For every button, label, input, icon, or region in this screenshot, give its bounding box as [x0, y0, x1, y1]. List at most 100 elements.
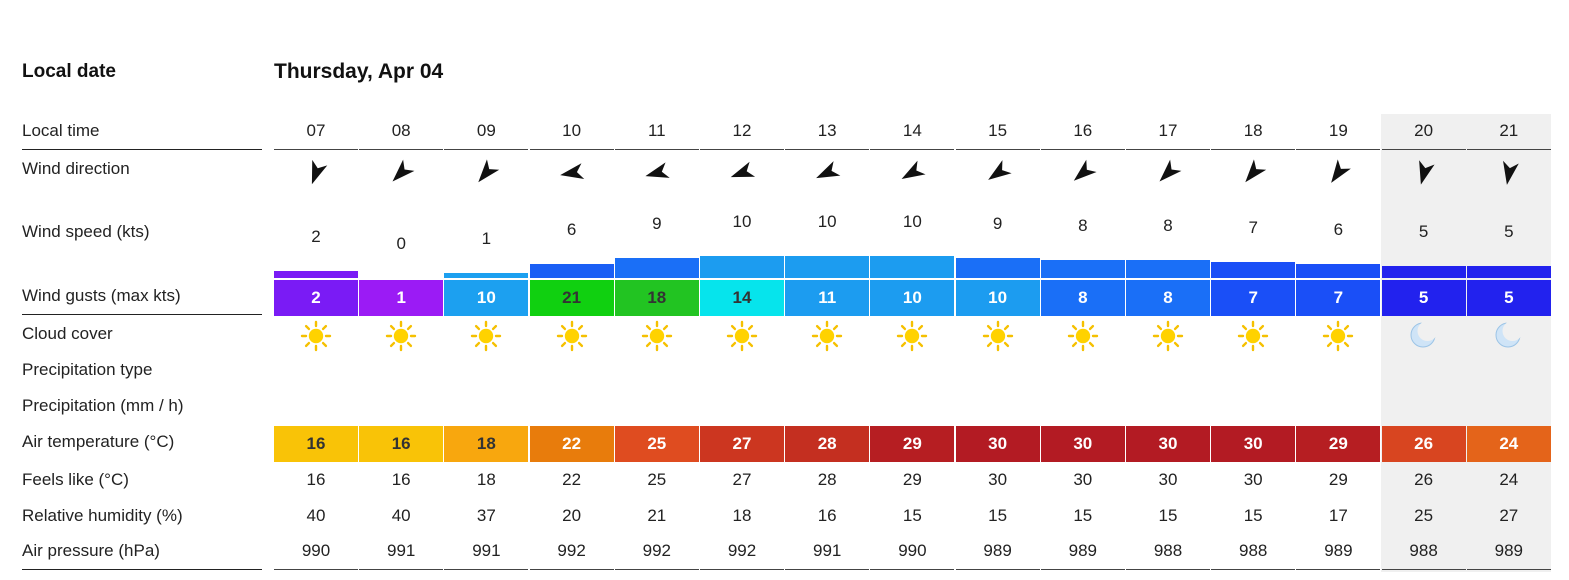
pressure-value: 988: [1239, 541, 1268, 560]
label-divider: [22, 569, 262, 570]
wind-arrow-icon: [897, 158, 927, 188]
wind-gust-cell: 14: [700, 280, 784, 316]
time-divider: [785, 149, 870, 150]
wind-gust-cell: 7: [1296, 280, 1381, 316]
wind-arrow-icon: [1238, 158, 1268, 188]
wind-arrow-icon: [1068, 158, 1098, 188]
humidity-value: 20: [562, 506, 582, 525]
sun-icon: [470, 320, 502, 352]
day-title: Thursday, Apr 04: [274, 60, 444, 83]
air-temperature-cell: 25: [614, 426, 699, 462]
hour-label: 13: [817, 121, 837, 140]
wind-speed-value: 5: [1418, 221, 1429, 241]
time-divider: [529, 149, 614, 150]
wind-arrow-icon: [983, 158, 1013, 188]
wind-gust-cell: 5: [1381, 280, 1466, 316]
time-divider: [955, 149, 1040, 150]
wind-speed-value: 1: [481, 229, 492, 249]
pressure-value: 989: [1068, 541, 1097, 560]
hour-label: 11: [647, 121, 666, 140]
pressure-divider: [700, 569, 784, 570]
air-temperature-cell: 30: [1126, 426, 1210, 462]
sun-icon: [1152, 320, 1184, 352]
air-temperature-cell: 22: [529, 426, 614, 462]
local-time-label: Local time: [22, 121, 100, 140]
wind-arrow-icon: [301, 158, 331, 188]
air-temperature-cell: 16: [274, 426, 358, 462]
pressure-value: 992: [727, 541, 757, 560]
hour-label: 10: [562, 121, 582, 140]
hour-label: 09: [476, 121, 496, 140]
wind-speed-bar: [1211, 261, 1296, 278]
pressure-value: 989: [983, 541, 1012, 560]
hour-label: 08: [391, 121, 411, 140]
pressure-value: 990: [898, 541, 927, 560]
humidity-value: 27: [1499, 506, 1519, 525]
pressure-divider: [1126, 569, 1210, 570]
wind-arrow-icon: [727, 158, 757, 188]
air-temperature-label: Air temperature (°C): [22, 432, 175, 451]
time-divider: [1126, 149, 1210, 150]
time-divider: [614, 149, 699, 150]
wind-direction-label: Wind direction: [22, 159, 130, 178]
humidity-value: 40: [391, 506, 411, 525]
wind-arrow-icon: [1494, 158, 1524, 188]
wind-arrow-icon: [1409, 158, 1439, 188]
wind-gust-cell: 11: [785, 280, 870, 316]
sun-icon: [982, 320, 1014, 352]
wind-speed-bar: [1466, 265, 1551, 278]
time-divider: [1040, 149, 1125, 150]
pressure-divider: [785, 569, 870, 570]
time-divider: [1211, 149, 1296, 150]
time-divider: [1296, 149, 1381, 150]
wind-arrow-icon: [557, 158, 587, 188]
wind-gust-cell: 1: [359, 280, 444, 316]
pressure-divider: [614, 569, 699, 570]
wind-speed-bar: [274, 271, 358, 278]
pressure-value: 991: [813, 541, 842, 560]
humidity-label: Relative humidity (%): [22, 506, 183, 525]
feels-like-value: 25: [647, 470, 667, 489]
wind-speed-value: 10: [817, 212, 837, 231]
label-divider: [22, 149, 262, 150]
wind-gust-cell: 7: [1211, 280, 1296, 316]
wind-arrow-icon: [471, 158, 501, 188]
feels-like-value: 24: [1499, 470, 1519, 489]
pressure-divider: [529, 569, 614, 570]
wind-gust-cell: 8: [1126, 280, 1210, 316]
pressure-divider: [1296, 569, 1381, 570]
air-temperature-cell: 28: [785, 426, 870, 462]
feels-like-value: 27: [732, 470, 752, 489]
time-divider: [1381, 149, 1466, 150]
wind-gust-cell: 10: [955, 280, 1040, 316]
hour-label: 16: [1073, 121, 1093, 140]
humidity-value: 18: [732, 506, 752, 525]
feels-like-value: 30: [1073, 470, 1093, 489]
feels-like-value: 30: [988, 470, 1008, 489]
air-temperature-cell: 30: [1040, 426, 1125, 462]
hour-label: 21: [1499, 121, 1519, 140]
pressure-divider: [1381, 569, 1466, 570]
sun-icon: [726, 320, 758, 352]
humidity-value: 25: [1414, 506, 1434, 525]
cloud-cover-label: Cloud cover: [22, 324, 113, 343]
wind-speed-value: 6: [1333, 219, 1344, 239]
wind-gusts-label: Wind gusts (max kts): [22, 286, 181, 305]
pressure-divider: [274, 569, 358, 570]
wind-speed-value: 7: [1248, 217, 1258, 237]
pressure-divider: [444, 569, 529, 570]
pressure-divider: [1040, 569, 1125, 570]
pressure-divider: [359, 569, 444, 570]
wind-speed-bar: [700, 256, 784, 278]
wind-gust-cell: 18: [614, 280, 699, 316]
sun-icon: [1322, 320, 1354, 352]
pressure-label: Air pressure (hPa): [22, 541, 160, 560]
wind-arrow-icon: [1323, 158, 1353, 188]
wind-speed-value: 10: [902, 212, 922, 231]
wind-speed-bar: [785, 256, 870, 278]
wind-speed-value: 9: [652, 213, 662, 233]
wind-speed-bar: [1126, 259, 1210, 278]
feels-like-value: 22: [562, 470, 582, 489]
wind-speed-value: 2: [311, 227, 321, 247]
sun-icon: [556, 320, 588, 352]
